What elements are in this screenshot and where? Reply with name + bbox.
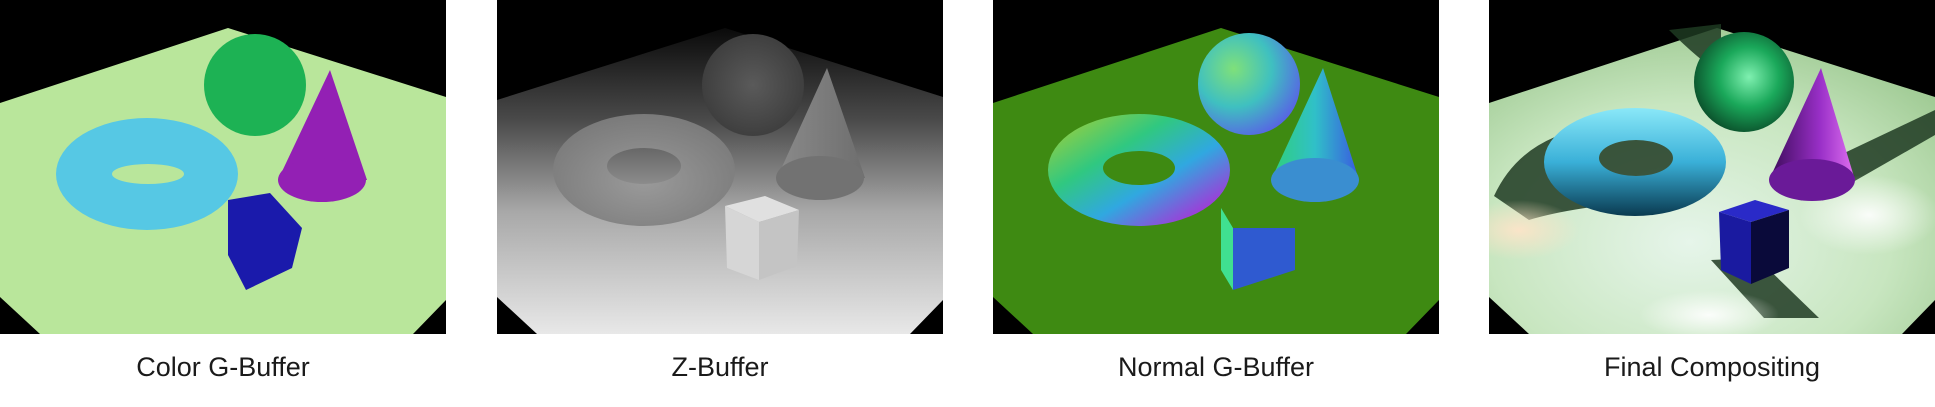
final-compositing-image <box>1489 0 1935 334</box>
z-buffer-image <box>497 0 943 334</box>
z-buffer-panel: Z-Buffer <box>497 0 943 407</box>
sphere <box>204 34 306 136</box>
normal-gbuffer-image <box>993 0 1439 334</box>
color-gbuffer-image <box>0 0 446 334</box>
cone <box>1271 68 1359 202</box>
torus <box>1048 114 1230 226</box>
torus <box>56 118 238 230</box>
light-glow <box>1489 200 1579 260</box>
panel-caption: Z-Buffer <box>671 352 769 382</box>
panel-caption: Color G-Buffer <box>136 352 310 382</box>
final-compositing-panel: Final Compositing <box>1489 0 1935 407</box>
torus <box>1544 108 1726 216</box>
light-glow <box>1639 290 1779 334</box>
sphere <box>1694 32 1794 132</box>
cube <box>725 196 799 280</box>
cube <box>1221 208 1295 290</box>
cube <box>1719 200 1789 284</box>
cone <box>776 68 865 200</box>
panel-caption: Final Compositing <box>1603 352 1821 382</box>
sphere <box>1198 33 1300 135</box>
sphere <box>702 34 804 136</box>
cube <box>228 193 302 290</box>
color-gbuffer-panel: Color G-Buffer <box>0 0 446 407</box>
panel-caption: Normal G-Buffer <box>1117 352 1315 382</box>
cone <box>1769 68 1855 201</box>
torus <box>553 114 735 226</box>
normal-gbuffer-panel: Normal G-Buffer <box>993 0 1439 407</box>
cone <box>278 70 367 202</box>
